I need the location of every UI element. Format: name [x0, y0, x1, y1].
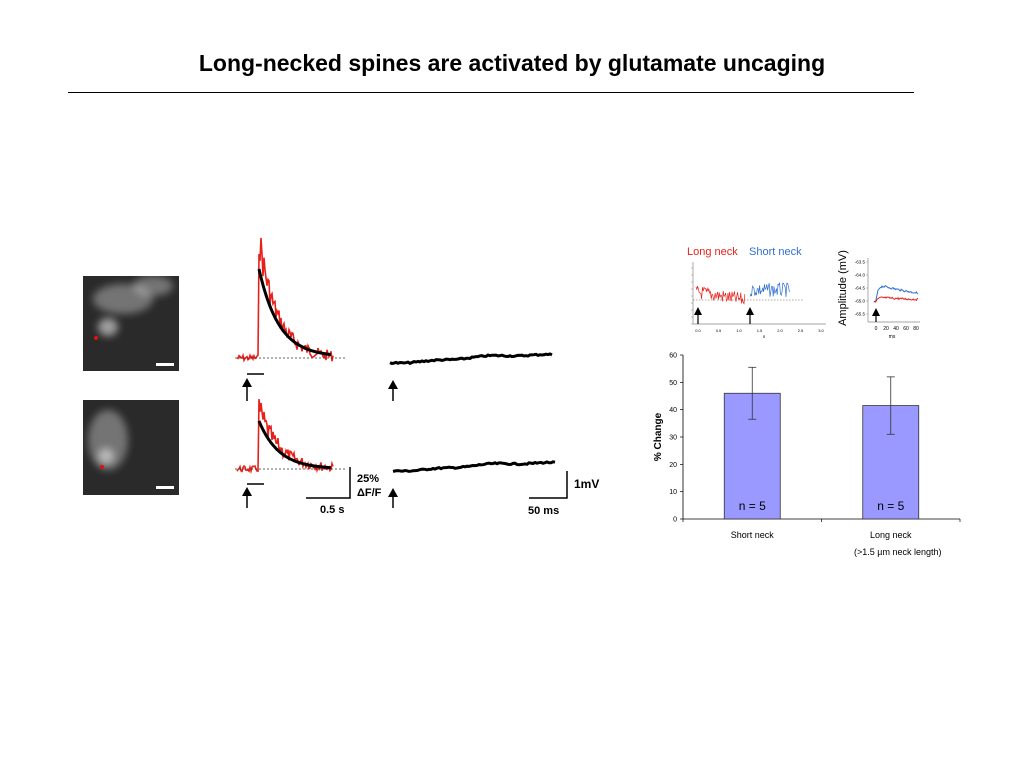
inset-amp-long-neck-trace	[873, 296, 919, 303]
uncaging-spot-top	[94, 336, 98, 340]
inset-amp-ytick: -63.5	[855, 260, 866, 265]
inset-amplitude-plot: -63.5 -64.0 -64.5 -65.0 -65.5 0 20 40 60 80 ms	[855, 258, 920, 340]
inset-left-xtick: 1.5	[757, 328, 763, 333]
bar-y-tick-label: 10	[669, 489, 677, 496]
uncaging-spot-bottom	[100, 465, 104, 469]
bar-n-label: n = 5	[739, 499, 766, 513]
arrow-up-icon	[694, 307, 702, 324]
voltage-scale-mv: 1mV	[574, 477, 599, 491]
inset-long-neck-trace	[695, 286, 746, 305]
inset-amp-xtick: 0	[875, 326, 878, 332]
arrow-up-icon	[388, 488, 398, 508]
inset-amp-ytick: -64.0	[855, 273, 866, 278]
bar-y-tick-label: 20	[669, 462, 677, 469]
bar-y-tick-label: 0	[673, 517, 677, 524]
inset-amp-ytick: -64.5	[855, 286, 866, 291]
bar-category-label: Long neck	[870, 530, 912, 540]
title-divider	[68, 92, 914, 93]
scale-bar-top	[156, 363, 174, 366]
inset-left-xtick: 2.5	[798, 328, 804, 333]
calcium-scale-pct: 25%	[357, 473, 379, 485]
inset-left-xtick: 1.0	[736, 328, 742, 333]
voltage-trace-top	[389, 352, 553, 366]
inset-amp-xtick: 80	[913, 326, 919, 332]
inset-amp-ytick: -65.5	[855, 312, 866, 317]
legend-short-neck: Short neck	[749, 246, 802, 258]
inset-left-xlabel: s	[763, 334, 766, 339]
spine-image-top	[83, 276, 179, 371]
inset-amp-xtick: 60	[903, 326, 909, 332]
arrow-up-icon	[242, 487, 252, 508]
inset-left-xtick: 2.0	[777, 328, 783, 333]
inset-amp-xtick: 20	[883, 326, 889, 332]
traces-panel: 25% ΔF/F 0.5 s 1mV 50 ms	[235, 237, 599, 517]
bar-y-tick-label: 30	[669, 435, 677, 442]
inset-short-neck-trace	[749, 281, 791, 298]
arrow-up-icon	[388, 380, 398, 401]
inset-amp-xlabel: ms	[889, 334, 896, 340]
page-title: Long-necked spines are activated by glut…	[198, 50, 826, 76]
calcium-scale-time: 0.5 s	[320, 504, 344, 516]
inset-calcium-plot: 0.0 0.5 1.0 1.5 2.0 2.5 3.0 s	[691, 262, 826, 339]
bar-category-label: Short neck	[731, 530, 775, 540]
calcium-trace-top	[236, 237, 334, 363]
calcium-scale-unit: ΔF/F	[357, 487, 382, 499]
arrow-up-icon	[242, 378, 252, 401]
inset-left-xtick: 0.0	[695, 328, 701, 333]
arrow-up-icon	[746, 307, 754, 324]
arrow-up-icon	[872, 308, 880, 322]
bar-y-tick-label: 50	[669, 380, 677, 387]
voltage-scale-bar	[529, 471, 568, 499]
scale-bar-bottom	[156, 486, 174, 489]
voltage-trace-bottom	[392, 460, 556, 473]
bar-y-tick-label: 40	[669, 407, 677, 414]
calcium-scale-bar	[306, 467, 351, 499]
inset-amp-short-neck-trace	[873, 285, 919, 303]
bar-chart: 0 10 20 30 40 50 60 n = 5 Short neck n = 5 Long n…	[653, 353, 961, 557]
bar-category-sublabel: (>1.5 µm neck length)	[854, 547, 941, 557]
inset-left-xtick: 3.0	[818, 328, 824, 333]
legend-long-neck: Long neck	[687, 246, 738, 258]
bar-y-tick-label: 60	[669, 353, 677, 360]
fit-curve-top	[257, 268, 332, 357]
inset-amp-xtick: 40	[893, 326, 899, 332]
inset-left-xtick: 0.5	[716, 328, 722, 333]
bar-chart-ylabel: % Change	[653, 412, 664, 461]
fit-curve-bottom	[257, 420, 332, 470]
inset-amp-ytick: -65.0	[855, 299, 866, 304]
spine-image-bottom	[83, 400, 179, 495]
calcium-trace-bottom	[236, 399, 334, 475]
voltage-scale-time: 50 ms	[528, 505, 559, 517]
bar-n-label: n = 5	[877, 499, 904, 513]
